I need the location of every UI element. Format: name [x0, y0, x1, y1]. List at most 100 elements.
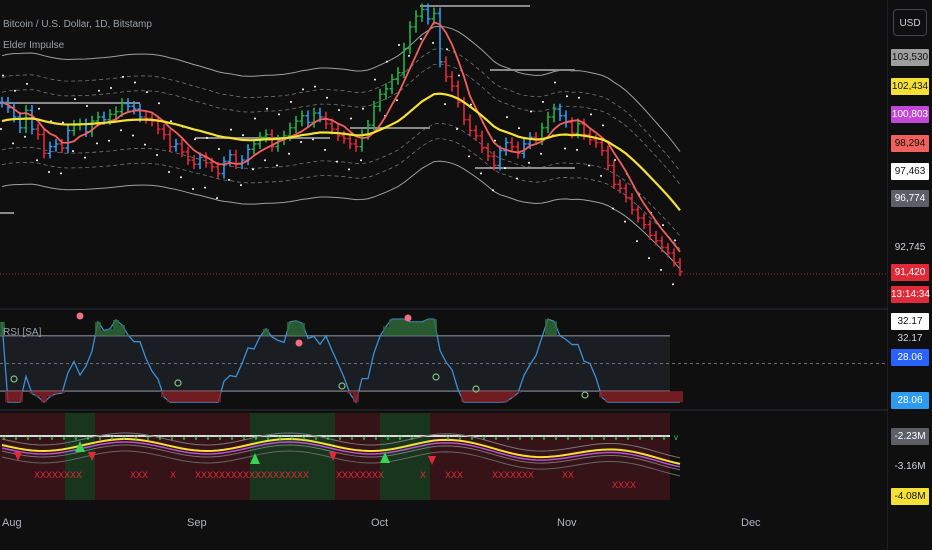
bull-marker: v: [266, 433, 270, 442]
bull-marker: v: [110, 433, 114, 442]
rsi-overbought-fill: [551, 321, 557, 336]
price-panel[interactable]: [0, 0, 888, 286]
signal-dot: [192, 187, 194, 190]
bull-marker: v: [62, 433, 66, 442]
bull-marker: v: [338, 433, 342, 442]
rsi-oversold-fill: [653, 391, 659, 403]
regime-background: [380, 413, 430, 500]
rsi-axis-tag: 32.17: [891, 330, 929, 347]
rsi-oversold-fill: [197, 391, 203, 403]
bull-marker: v: [290, 433, 294, 442]
bull-marker: v: [482, 433, 486, 442]
rsi-oversold-fill: [179, 391, 185, 403]
bear-marker: X: [170, 470, 176, 480]
bull-marker: v: [182, 433, 186, 442]
bear-marker: XXX: [130, 470, 148, 480]
volume-axis-tag: -4.08M: [891, 488, 929, 505]
bull-marker: v: [134, 433, 138, 442]
signal-dot: [170, 120, 172, 123]
rsi-overbought-fill: [95, 321, 101, 336]
bull-marker: v: [230, 433, 234, 442]
sell-triangle: [14, 452, 22, 461]
signal-dot: [516, 177, 518, 180]
bull-marker: v: [470, 433, 474, 442]
signal-dot: [14, 89, 16, 92]
signal-dot: [480, 172, 482, 175]
signal-dot: [470, 103, 472, 106]
signal-dot: [300, 141, 302, 144]
signal-dot: [252, 168, 254, 171]
signal-dot: [0, 127, 2, 130]
signal-dot: [360, 159, 362, 162]
bull-marker: v: [170, 433, 174, 442]
currency-button[interactable]: USD: [893, 9, 927, 36]
symbol-title[interactable]: Bitcoin / U.S. Dollar, 1D, Bitstamp: [3, 19, 152, 30]
ema-fast-line: [1, 21, 681, 253]
signal-dot: [566, 95, 568, 98]
signal-dot: [314, 85, 316, 88]
bear-marker: XXX: [445, 470, 463, 480]
rsi-panel[interactable]: [0, 312, 888, 404]
bull-marker: v: [494, 433, 498, 442]
rsi-oversold-fill: [5, 391, 11, 403]
rsi-high-marker: [76, 312, 84, 320]
signal-dot: [108, 139, 110, 142]
bull-marker: v: [254, 433, 258, 442]
bull-marker: v: [242, 433, 246, 442]
signal-dot: [338, 109, 340, 112]
momentum-band: [1, 432, 681, 459]
signal-dot: [564, 147, 566, 150]
rsi-high-marker: [404, 314, 412, 322]
rsi-title[interactable]: RSI [SA]: [3, 327, 42, 338]
signal-dot: [288, 152, 290, 155]
month-label-nov: Nov: [557, 517, 577, 529]
month-label-oct: Oct: [371, 517, 389, 529]
rsi-oversold-fill: [353, 391, 359, 403]
signal-dot: [36, 159, 38, 162]
signal-dot: [386, 60, 388, 63]
keltner-band: [1, 48, 681, 172]
rsi-oversold-fill: [647, 391, 653, 403]
rsi-overbought-fill: [107, 328, 113, 336]
keltner-band: [1, 122, 681, 237]
bull-marker: v: [14, 433, 18, 442]
bull-marker: v: [98, 433, 102, 442]
bull-marker: v: [350, 433, 354, 442]
rsi-oversold-fill: [185, 391, 191, 403]
rsi-oversold-fill: [485, 391, 491, 403]
price-axis-tag: 98,294: [891, 135, 929, 152]
signal-dot: [326, 96, 328, 99]
signal-dot: [230, 128, 232, 131]
signal-dot: [204, 186, 206, 189]
bull-marker: v: [614, 433, 618, 442]
bull-marker: v: [38, 433, 42, 442]
rsi-low-marker: [581, 391, 589, 399]
signal-dot: [312, 138, 314, 141]
signal-dot: [72, 150, 74, 153]
signal-dot: [336, 160, 338, 163]
bull-marker: v: [530, 433, 534, 442]
rsi-axis-tag: 28.06: [891, 349, 929, 366]
signal-dot: [672, 283, 674, 286]
bear-marker: X: [420, 470, 426, 480]
rsi-low-marker: [432, 373, 440, 381]
rsi-overbought-fill: [407, 321, 413, 336]
signal-dot: [240, 184, 242, 187]
bull-marker: v: [602, 433, 606, 442]
rsi-overbought-fill: [287, 321, 293, 336]
regime-background: [95, 413, 250, 500]
keltner-band: [1, 160, 681, 270]
bull-marker: v: [362, 433, 366, 442]
signal-dot: [432, 41, 434, 44]
signal-dot: [494, 139, 496, 142]
indicator-title[interactable]: Elder Impulse: [3, 40, 65, 51]
bull-marker: v: [278, 433, 282, 442]
rsi-low-marker: [174, 379, 182, 387]
signal-dot: [348, 168, 350, 171]
bull-marker: v: [542, 433, 546, 442]
rsi-oversold-fill: [461, 391, 467, 403]
rsi-axis-tag: 28.06: [891, 392, 929, 409]
rsi-overbought-fill: [0, 321, 5, 336]
